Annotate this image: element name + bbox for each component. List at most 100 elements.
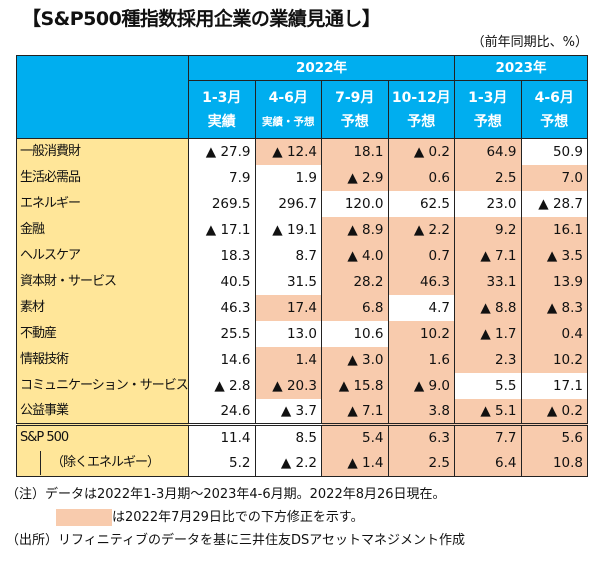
note-legend: は2022年7月29日比での下方修正を示す。 <box>6 506 588 529</box>
value-cell: ▲ 3.5 <box>520 242 588 269</box>
sector-name: 金融 <box>20 221 45 237</box>
period-label: 4-6月 <box>534 89 574 106</box>
value-cell: ▲ 19.1 <box>254 216 322 243</box>
value-cell: 6.3 <box>387 423 455 451</box>
sector-name: 生活必需品 <box>20 169 81 185</box>
value-cell: 62.5 <box>387 190 455 217</box>
value-cell: 269.5 <box>188 190 256 217</box>
sector-name: 公益事業 <box>20 402 69 418</box>
value-cell: 17.4 <box>254 294 322 321</box>
table-row: S&P 500 11.4 8.5 5.4 6.3 7.7 5.6 <box>16 423 588 451</box>
value-cell: 8.5 <box>254 423 322 451</box>
value-cell: 2.5 <box>454 164 522 191</box>
value-cell: 25.5 <box>188 320 256 347</box>
value-cell: 6.4 <box>454 450 522 477</box>
value-cell: 9.2 <box>454 216 522 243</box>
value-cell: 64.9 <box>454 138 522 165</box>
value-cell: 18.3 <box>188 242 256 269</box>
value-cell: 2.3 <box>454 346 522 373</box>
table-row: 素材 46.3 17.4 6.8 4.7 ▲ 8.8 ▲ 8.3 <box>16 294 588 321</box>
header-period: 1-3月 予想 <box>454 80 522 139</box>
value-cell: 7.9 <box>188 164 256 191</box>
sector-label: 資本財・サービス <box>16 268 189 295</box>
value-cell: ▲ 5.1 <box>454 398 522 425</box>
table-row: ヘルスケア 18.3 8.7 ▲ 4.0 0.7 ▲ 7.1 ▲ 3.5 <box>16 242 588 269</box>
value-cell: 0.4 <box>520 320 588 347</box>
value-cell: ▲ 12.4 <box>254 138 322 165</box>
value-cell: 28.2 <box>321 268 389 295</box>
sector-name: 素材 <box>20 299 45 315</box>
value-cell: 8.7 <box>254 242 322 269</box>
header-year-row: 2022年 2023年 <box>16 55 588 139</box>
note-period: （注）データは2022年1-3月期～2023年4-6月期。2022年8月26日現… <box>6 487 446 502</box>
sector-label: 素材 <box>16 294 189 321</box>
value-cell: 1.4 <box>254 346 322 373</box>
sector-name: エネルギー <box>20 195 81 211</box>
table-row: 不動産 25.5 13.0 10.6 10.2 ▲ 1.7 0.4 <box>16 320 588 347</box>
value-cell: 46.3 <box>188 294 256 321</box>
header-corner <box>16 55 189 139</box>
value-cell: 3.8 <box>387 398 455 425</box>
table-row: 情報技術 14.6 1.4 ▲ 3.0 1.6 2.3 10.2 <box>16 346 588 373</box>
value-cell: ▲ 0.2 <box>387 138 455 165</box>
value-cell: 0.7 <box>387 242 455 269</box>
period-label: 4-6月 <box>268 89 308 106</box>
earnings-table: 2022年 2023年 1-3月 実績 4-6月 実績・予想 7-9月 予想 10-12月 予想 1… <box>16 55 588 477</box>
period-label: 1-3月 <box>468 89 508 106</box>
value-cell: 5.4 <box>321 423 389 451</box>
value-cell: ▲ 2.2 <box>254 450 322 477</box>
note-source: （出所）リフィニティブのデータを基に三井住友DSアセットマネジメント作成 <box>6 533 465 548</box>
value-cell: ▲ 3.7 <box>254 398 322 425</box>
value-cell: 4.7 <box>387 294 455 321</box>
value-cell: 24.6 <box>188 398 256 425</box>
value-cell: 10.6 <box>321 320 389 347</box>
value-cell: 40.5 <box>188 268 256 295</box>
status-label: 予想 <box>540 113 569 130</box>
sector-label: ヘルスケア <box>16 242 189 269</box>
sector-name: S&P 500 <box>20 430 69 446</box>
value-cell: 50.9 <box>520 138 588 165</box>
table-and-notes: 2022年 2023年 1-3月 実績 4-6月 実績・予想 7-9月 予想 10-12月 予想 1… <box>6 55 588 552</box>
status-label: 予想 <box>340 113 369 130</box>
status-label: 実績 <box>207 113 236 130</box>
value-cell: ▲ 0.2 <box>520 398 588 425</box>
sector-label: （除くエネルギー） <box>16 450 189 477</box>
period-label: 10-12月 <box>391 89 451 106</box>
sector-name: 不動産 <box>20 325 57 341</box>
value-cell: 7.0 <box>520 164 588 191</box>
value-cell: 13.0 <box>254 320 322 347</box>
value-cell: ▲ 20.3 <box>254 372 322 399</box>
value-cell: ▲ 7.1 <box>454 242 522 269</box>
sector-label: S&P 500 <box>16 423 189 451</box>
value-cell: 18.1 <box>321 138 389 165</box>
revision-swatch <box>56 509 112 526</box>
sector-label: 不動産 <box>16 320 189 347</box>
value-cell: 7.7 <box>454 423 522 451</box>
sector-name: ヘルスケア <box>20 247 81 263</box>
value-cell: 296.7 <box>254 190 322 217</box>
value-cell: 1.9 <box>254 164 322 191</box>
value-cell: ▲ 2.2 <box>387 216 455 243</box>
header-period: 7-9月 予想 <box>321 80 389 139</box>
value-cell: 23.0 <box>454 190 522 217</box>
value-cell: ▲ 2.8 <box>188 372 256 399</box>
header-period: 1-3月実績 <box>188 80 256 139</box>
value-cell: 13.9 <box>520 268 588 295</box>
sector-name: 資本財・サービス <box>20 273 117 289</box>
value-cell: ▲ 8.9 <box>321 216 389 243</box>
value-cell: 5.2 <box>188 450 256 477</box>
unit-label: （前年同期比、%） <box>471 35 588 50</box>
value-cell: ▲ 2.9 <box>321 164 389 191</box>
note-legend-text: は2022年7月29日比での下方修正を示す。 <box>112 510 364 525</box>
sector-label: 生活必需品 <box>16 164 189 191</box>
sector-label: 金融 <box>16 216 189 243</box>
value-cell: ▲ 4.0 <box>321 242 389 269</box>
header-period: 4-6月予想 <box>520 80 588 139</box>
value-cell: 10.8 <box>520 450 588 477</box>
period-label: 1-3月 <box>202 89 242 106</box>
value-cell: ▲ 3.0 <box>321 346 389 373</box>
header-year: 2023年 <box>454 55 588 81</box>
value-cell: ▲ 27.9 <box>188 138 256 165</box>
value-cell: 2.5 <box>387 450 455 477</box>
table-row: 公益事業 24.6 ▲ 3.7 ▲ 7.1 3.8 ▲ 5.1 ▲ 0.2 <box>16 398 588 425</box>
